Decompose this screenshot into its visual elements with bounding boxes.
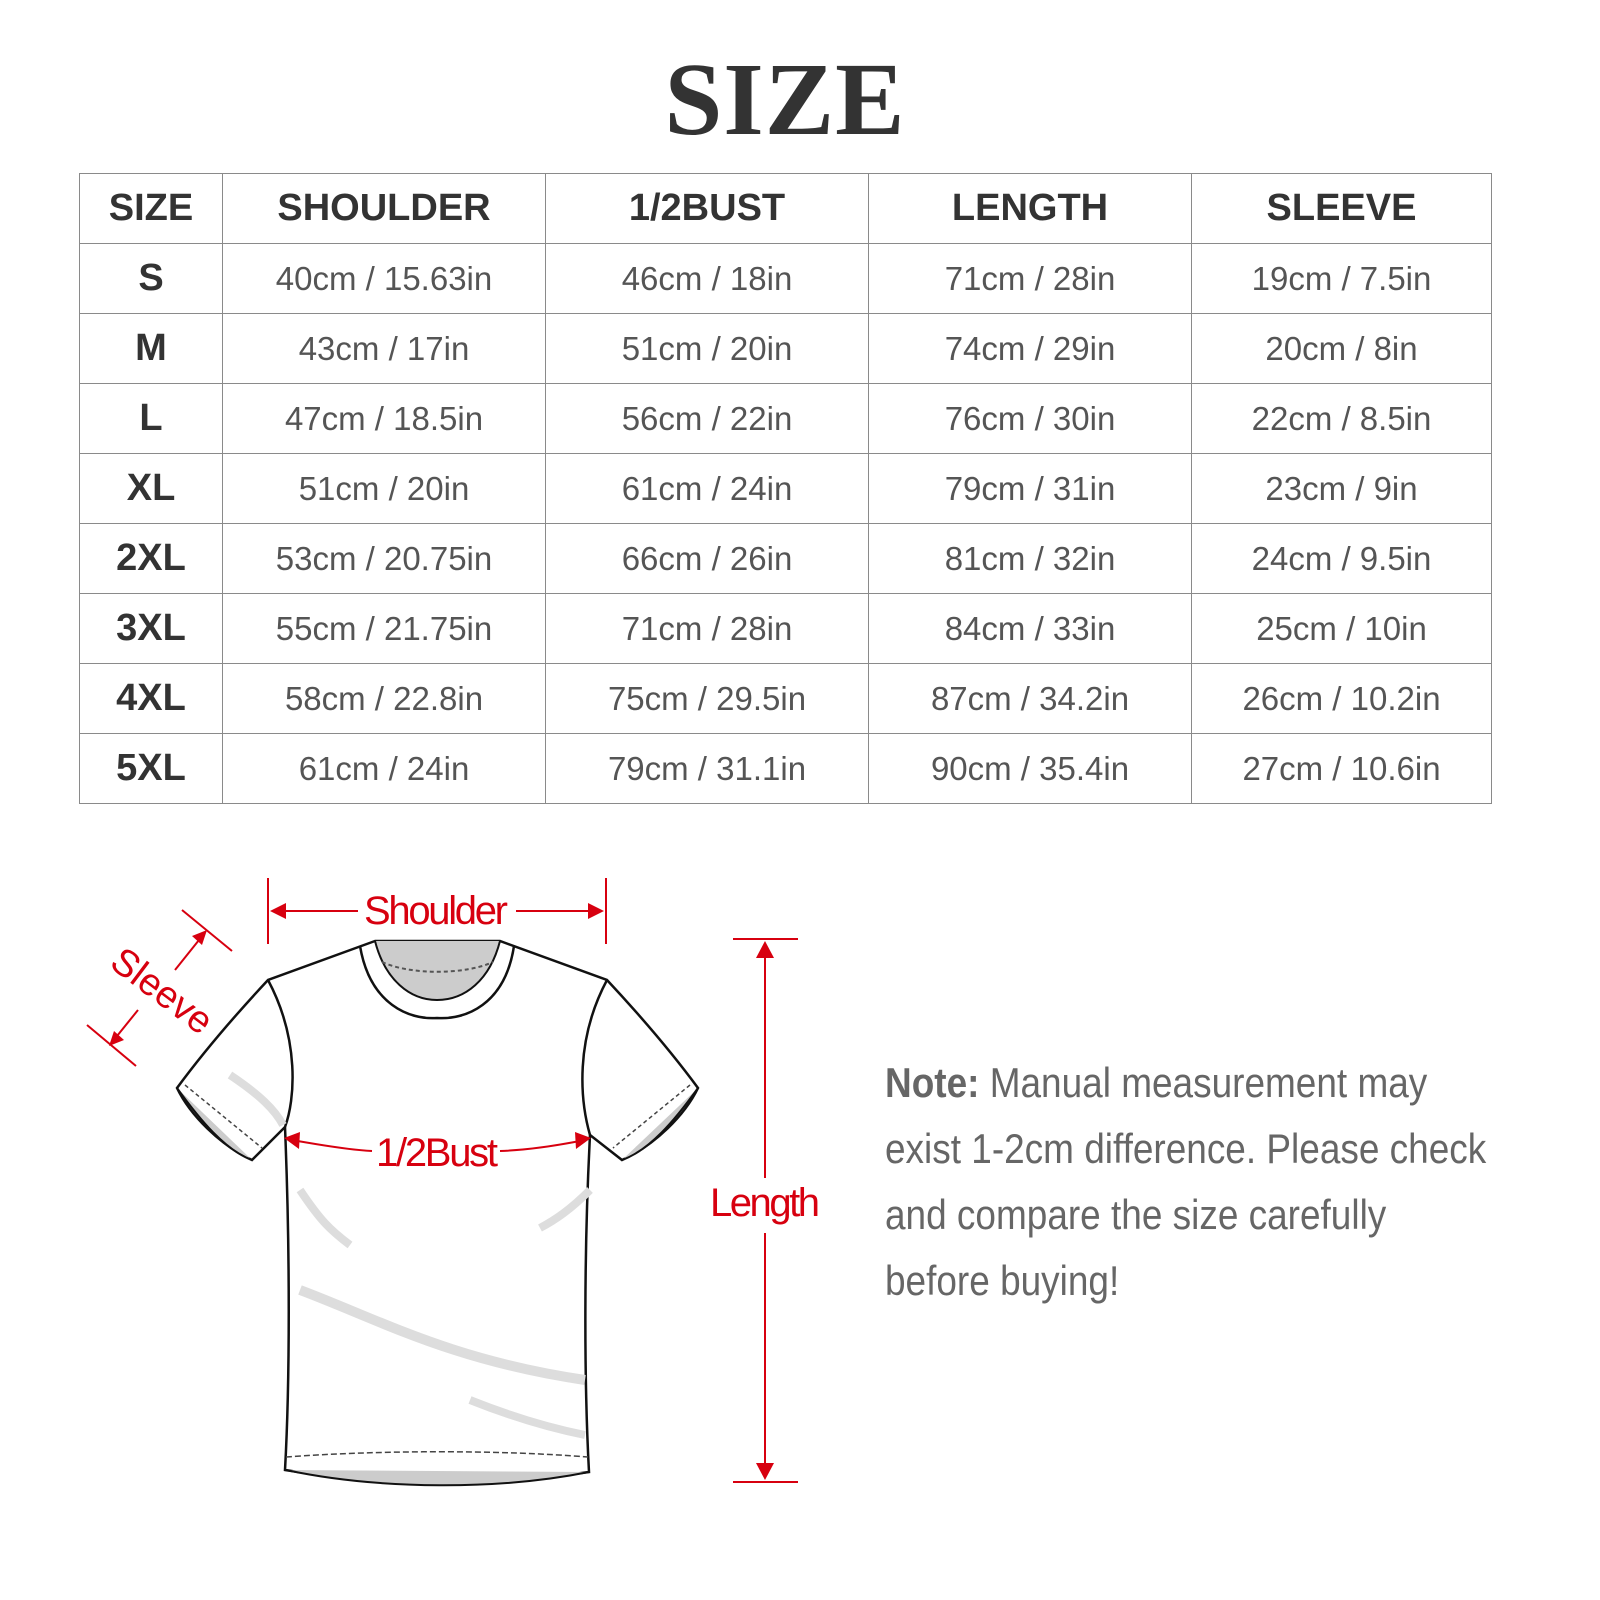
size-cell: L (79, 383, 223, 454)
shoulder-cell: 61cm / 24in (222, 733, 546, 804)
sleeve-cell: 20cm / 8in (1191, 313, 1492, 384)
size-cell: M (79, 313, 223, 384)
table-row: 2XL 53cm / 20.75in 66cm / 26in 81cm / 32in 2… (79, 523, 1492, 594)
shoulder-cell: 53cm / 20.75in (222, 523, 546, 594)
sleeve-cell: 19cm / 7.5in (1191, 243, 1492, 314)
measurement-annotations (86, 878, 798, 1483)
length-cell: 79cm / 31in (868, 453, 1192, 524)
shoulder-cell: 43cm / 17in (222, 313, 546, 384)
length-label: Length (710, 1181, 820, 1225)
shoulder-label: Shoulder (364, 889, 508, 933)
size-cell: S (79, 243, 223, 314)
bust-label: 1/2Bust (376, 1131, 498, 1175)
length-cell: 84cm / 33in (868, 593, 1192, 664)
sleeve-cell: 26cm / 10.2in (1191, 663, 1492, 734)
table-header-row: SIZE SHOULDER 1/2BUST LENGTH SLEEVE (79, 173, 1492, 244)
size-cell: XL (79, 453, 223, 524)
size-cell: 5XL (79, 733, 223, 804)
shoulder-cell: 47cm / 18.5in (222, 383, 546, 454)
table-row: 4XL 58cm / 22.8in 75cm / 29.5in 87cm / 34.2… (79, 663, 1492, 734)
bust-cell: 46cm / 18in (545, 243, 869, 314)
header-sleeve: SLEEVE (1191, 173, 1492, 244)
header-length: LENGTH (868, 173, 1192, 244)
sleeve-cell: 22cm / 8.5in (1191, 383, 1492, 454)
length-cell: 87cm / 34.2in (868, 663, 1192, 734)
sleeve-cell: 27cm / 10.6in (1191, 733, 1492, 804)
table-row: 5XL 61cm / 24in 79cm / 31.1in 90cm / 35.4in… (79, 733, 1492, 804)
size-cell: 2XL (79, 523, 223, 594)
measurement-note: Note: Manual measurement may exist 1-2cm… (885, 1050, 1501, 1314)
shoulder-cell: 58cm / 22.8in (222, 663, 546, 734)
shoulder-cell: 51cm / 20in (222, 453, 546, 524)
table-row: XL 51cm / 20in 61cm / 24in 79cm / 31in 23cm … (79, 453, 1492, 524)
page-title: SIZE (664, 42, 906, 157)
table-row: L 47cm / 18.5in 56cm / 22in 76cm / 30in 22cm… (79, 383, 1492, 454)
sleeve-label: Sleeve (103, 940, 221, 1043)
sleeve-cell: 24cm / 9.5in (1191, 523, 1492, 594)
size-table: SIZE SHOULDER 1/2BUST LENGTH SLEEVE S 40c… (79, 173, 1492, 804)
note-text: Manual measurement may exist 1-2cm diffe… (885, 1059, 1487, 1304)
header-size: SIZE (79, 173, 223, 244)
bust-cell: 56cm / 22in (545, 383, 869, 454)
tshirt-illustration (175, 939, 700, 1487)
length-cell: 71cm / 28in (868, 243, 1192, 314)
bust-cell: 51cm / 20in (545, 313, 869, 384)
header-bust: 1/2BUST (545, 173, 869, 244)
size-cell: 4XL (79, 663, 223, 734)
sleeve-cell: 25cm / 10in (1191, 593, 1492, 664)
header-shoulder: SHOULDER (222, 173, 546, 244)
length-cell: 90cm / 35.4in (868, 733, 1192, 804)
note-label: Note: (885, 1059, 980, 1106)
tshirt-measurement-diagram: Shoulder Sleeve 1/2Bust Length (86, 878, 820, 1487)
size-cell: 3XL (79, 593, 223, 664)
table-row: 3XL 55cm / 21.75in 71cm / 28in 84cm / 33in 2… (79, 593, 1492, 664)
sleeve-cell: 23cm / 9in (1191, 453, 1492, 524)
length-cell: 74cm / 29in (868, 313, 1192, 384)
bust-cell: 79cm / 31.1in (545, 733, 869, 804)
length-cell: 81cm / 32in (868, 523, 1192, 594)
table-row: M 43cm / 17in 51cm / 20in 74cm / 29in 20cm /… (79, 313, 1492, 384)
bust-cell: 61cm / 24in (545, 453, 869, 524)
shoulder-cell: 55cm / 21.75in (222, 593, 546, 664)
length-cell: 76cm / 30in (868, 383, 1192, 454)
bust-cell: 71cm / 28in (545, 593, 869, 664)
bust-cell: 66cm / 26in (545, 523, 869, 594)
table-row: S 40cm / 15.63in 46cm / 18in 71cm / 28in 19c… (79, 243, 1492, 314)
shoulder-cell: 40cm / 15.63in (222, 243, 546, 314)
bust-cell: 75cm / 29.5in (545, 663, 869, 734)
